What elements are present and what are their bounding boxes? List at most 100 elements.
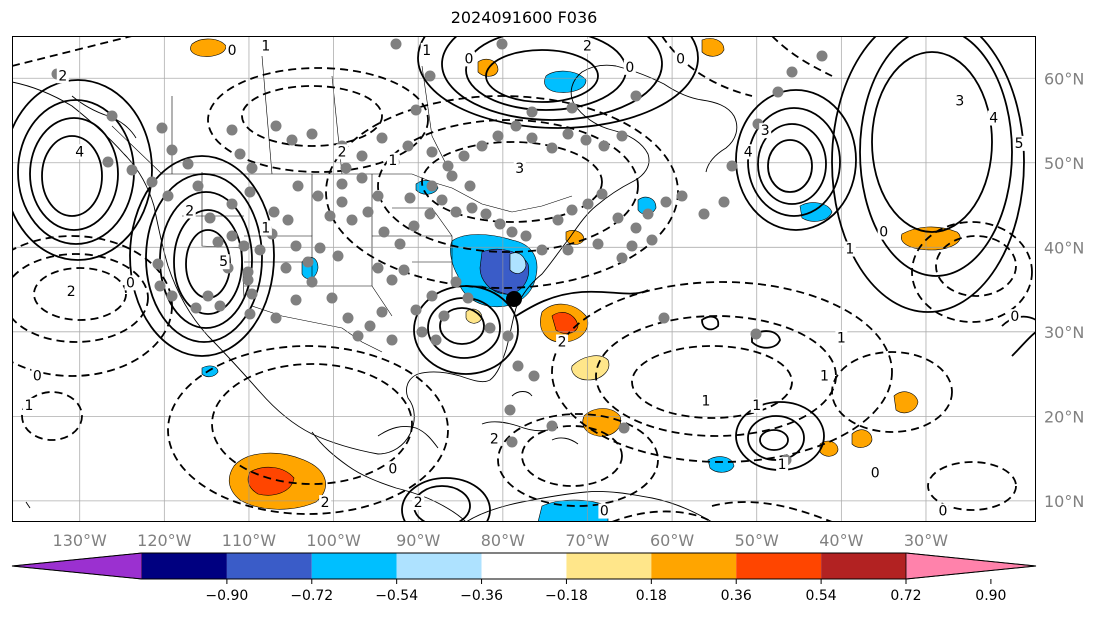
contour-value-label: 3 — [515, 161, 524, 177]
grey-station-dot — [750, 328, 762, 340]
atlantic-positive-blob-5 — [851, 429, 873, 448]
grey-station-dot — [426, 180, 438, 192]
grey-station-dot — [458, 150, 470, 162]
grey-station-dot — [254, 244, 266, 256]
grey-station-dot — [424, 208, 436, 220]
contour-value-label: 5 — [1015, 136, 1024, 152]
grey-station-dot — [494, 218, 506, 230]
grey-station-dot — [642, 208, 654, 220]
grey-station-dot — [408, 220, 420, 232]
grey-station-dot — [306, 128, 318, 140]
contour-value-label: 0 — [871, 466, 880, 482]
contour-value-label: 2 — [558, 335, 567, 351]
grey-station-dot — [306, 276, 318, 288]
contour-label-bg — [124, 275, 137, 291]
colorbar-segment — [651, 553, 737, 579]
grey-station-dot — [598, 140, 610, 152]
grey-station-dot — [630, 90, 642, 102]
contour-label-bg — [513, 161, 526, 177]
grey-station-dot — [204, 212, 216, 224]
grey-station-dot — [226, 198, 238, 210]
contour-value-label: 1 — [820, 368, 829, 384]
grey-station-dot — [582, 198, 594, 210]
latitude-tick-label: 40°N — [1044, 238, 1084, 257]
atlantic-negative-blob — [799, 202, 833, 222]
grey-station-dot — [446, 170, 458, 182]
contour-label-bg — [420, 42, 433, 58]
grey-station-dot — [314, 242, 326, 254]
latitude-tick-label: 50°N — [1044, 154, 1084, 173]
colorbar-segment — [226, 553, 312, 579]
contour-label-bg — [623, 59, 636, 75]
grey-station-dot — [402, 140, 414, 152]
grey-station-dot — [166, 290, 178, 302]
grey-station-dot — [246, 162, 258, 174]
map-frame — [12, 36, 1036, 522]
contour-value-label: 2 — [321, 495, 330, 511]
grey-station-dot — [506, 226, 518, 238]
contour-label-bg — [217, 254, 230, 270]
contour-value-label: 2 — [338, 144, 347, 160]
grey-station-dot — [480, 208, 492, 220]
grey-station-dot — [430, 334, 442, 346]
grey-station-dot — [352, 330, 364, 342]
grey-station-dot — [212, 236, 224, 248]
grey-station-dot — [562, 244, 574, 256]
canada-negative-blob — [544, 70, 587, 93]
grey-station-dot — [340, 162, 352, 174]
grey-station-dot — [290, 240, 302, 252]
grey-station-dot — [268, 206, 280, 218]
contour-value-label: 4 — [75, 144, 84, 160]
negative-anomaly-light — [509, 252, 527, 274]
grey-station-dot — [464, 180, 476, 192]
colorbar-tick-label: −0.18 — [545, 588, 588, 604]
grey-station-dot — [282, 214, 294, 226]
grey-station-dot — [336, 196, 348, 208]
grey-station-dot — [520, 230, 532, 242]
grey-station-dot — [630, 222, 642, 234]
colorbar-tick-label: −0.54 — [375, 588, 418, 604]
grey-station-dot — [202, 290, 214, 302]
grey-station-dot — [102, 156, 114, 168]
grey-station-dot — [612, 212, 624, 224]
grey-station-dot — [226, 230, 238, 242]
grey-station-dot — [772, 86, 784, 98]
contour-value-label: 0 — [1010, 309, 1019, 325]
grey-station-dot — [492, 130, 504, 142]
grey-station-dot — [426, 146, 438, 158]
caribbean-negative-blob — [707, 456, 735, 473]
grey-station-dot — [426, 290, 438, 302]
grey-station-dot — [376, 132, 388, 144]
grey-station-dot — [244, 308, 256, 320]
colorbar-tick-label: 0.36 — [721, 588, 752, 604]
grey-station-dot — [442, 160, 454, 172]
grey-station-dot — [324, 210, 336, 222]
contour-value-label: 4 — [989, 111, 998, 127]
grey-station-dot — [484, 322, 496, 334]
grey-station-dot — [326, 292, 338, 304]
contour-label-bg — [556, 334, 569, 350]
grey-station-dot — [386, 334, 398, 346]
grey-station-dot — [270, 312, 282, 324]
contour-label-bg — [65, 283, 78, 299]
grey-station-dot — [466, 202, 478, 214]
contour-value-label: 5 — [219, 254, 228, 270]
grey-station-dot — [646, 234, 658, 246]
grey-station-dot — [238, 240, 250, 252]
latitude-tick-label: 20°N — [1044, 407, 1084, 426]
contour-label-bg — [488, 431, 501, 447]
grey-station-dot — [698, 208, 710, 220]
grey-station-dot — [162, 190, 174, 202]
colorbar-upper-extend — [905, 552, 1037, 580]
contour-label-bg — [869, 465, 882, 481]
latitude-tick-label: 60°N — [1044, 69, 1084, 88]
contour-value-label: 0 — [228, 43, 237, 59]
contour-value-label: 2 — [414, 495, 423, 511]
colorbar-segment — [142, 553, 227, 579]
contour-value-label: 4 — [744, 144, 753, 160]
colorbar-tick-label: 0.72 — [890, 588, 921, 604]
grey-station-dot — [424, 70, 436, 82]
contour-label-bg — [877, 224, 890, 240]
